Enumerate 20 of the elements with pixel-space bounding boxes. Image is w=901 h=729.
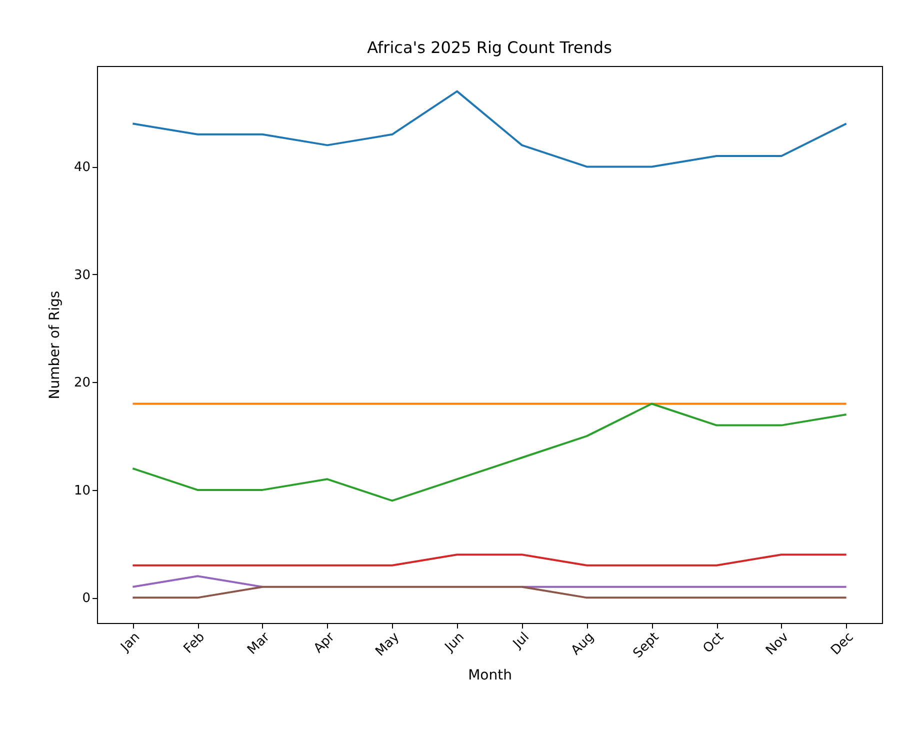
x-tick-label: Mar xyxy=(244,629,274,658)
y-tick-label: 20 xyxy=(74,376,90,391)
y-tick-label: 40 xyxy=(74,160,90,176)
line-series xyxy=(132,90,848,168)
x-tick-label: Oct xyxy=(700,630,727,656)
x-tick-label: Aug xyxy=(568,630,598,658)
chart-title: Africa's 2025 Rig Count Trends xyxy=(367,38,612,57)
y-axis-title: Number of Rigs xyxy=(46,290,63,400)
x-axis-title: Month xyxy=(468,668,512,684)
line-series xyxy=(132,402,848,502)
x-tick-label: Jan xyxy=(118,630,144,656)
y-tick-label: 0 xyxy=(82,591,90,606)
x-tick-label: Feb xyxy=(181,630,208,657)
x-tick-label: Nov xyxy=(763,630,792,658)
y-tick-label: 10 xyxy=(74,483,90,498)
x-tick-label: Jul xyxy=(510,630,532,652)
x-tick-label: Dec xyxy=(828,630,857,658)
x-tick-label: Apr xyxy=(311,629,338,656)
y-tick-label: 30 xyxy=(74,268,90,283)
x-tick-label: Jun xyxy=(442,630,468,656)
